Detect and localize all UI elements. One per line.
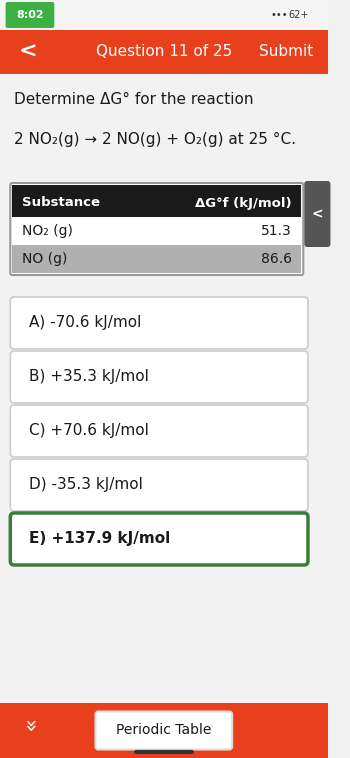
Text: Question 11 of 25: Question 11 of 25 <box>96 45 232 59</box>
FancyBboxPatch shape <box>10 513 308 565</box>
Text: NO (g): NO (g) <box>22 252 67 266</box>
Text: B) +35.3 kJ/mol: B) +35.3 kJ/mol <box>29 369 149 384</box>
Text: ΔG°f (kJ/mol): ΔG°f (kJ/mol) <box>195 196 292 209</box>
FancyBboxPatch shape <box>10 351 308 403</box>
FancyBboxPatch shape <box>10 405 308 457</box>
FancyBboxPatch shape <box>0 74 328 758</box>
Text: 86.6: 86.6 <box>261 252 292 266</box>
Text: 2 NO₂(g) → 2 NO(g) + O₂(g) at 25 °C.: 2 NO₂(g) → 2 NO(g) + O₂(g) at 25 °C. <box>14 132 296 147</box>
Text: E) +137.9 kJ/mol: E) +137.9 kJ/mol <box>29 531 170 547</box>
Text: C) +70.6 kJ/mol: C) +70.6 kJ/mol <box>29 424 149 438</box>
Text: 62+: 62+ <box>288 10 309 20</box>
FancyBboxPatch shape <box>96 712 232 750</box>
FancyBboxPatch shape <box>6 2 54 28</box>
Text: Substance: Substance <box>22 196 99 209</box>
FancyBboxPatch shape <box>12 245 301 273</box>
Text: <: < <box>19 42 37 62</box>
FancyBboxPatch shape <box>10 297 308 349</box>
FancyBboxPatch shape <box>0 0 328 30</box>
FancyBboxPatch shape <box>10 459 308 511</box>
Text: 8:02: 8:02 <box>16 10 44 20</box>
FancyBboxPatch shape <box>304 181 330 247</box>
Text: Submit: Submit <box>259 45 314 59</box>
Text: 51.3: 51.3 <box>261 224 292 238</box>
Text: A) -70.6 kJ/mol: A) -70.6 kJ/mol <box>29 315 141 330</box>
Text: »: » <box>18 719 38 733</box>
FancyBboxPatch shape <box>10 183 303 275</box>
Text: Determine ΔG° for the reaction: Determine ΔG° for the reaction <box>14 92 253 107</box>
Text: Periodic Table: Periodic Table <box>116 722 211 737</box>
FancyBboxPatch shape <box>0 30 328 74</box>
Text: NO₂ (g): NO₂ (g) <box>22 224 72 238</box>
Text: D) -35.3 kJ/mol: D) -35.3 kJ/mol <box>29 478 143 493</box>
FancyBboxPatch shape <box>12 185 301 217</box>
Text: •••: ••• <box>270 10 288 20</box>
FancyBboxPatch shape <box>0 703 328 758</box>
Text: <: < <box>312 207 323 221</box>
